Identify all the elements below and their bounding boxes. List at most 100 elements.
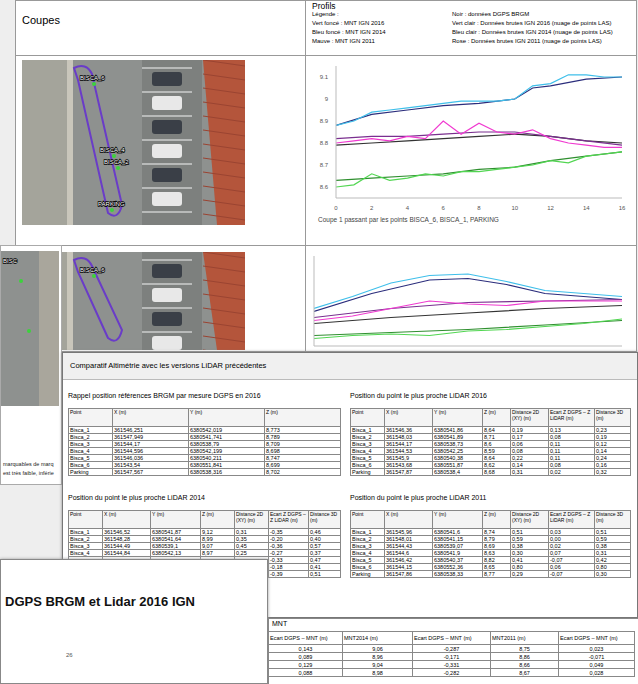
html-text:8,66: 8,66 (519, 661, 530, 668)
svg-text:16: 16 (619, 205, 626, 211)
html-text:0,088: 0,088 (298, 669, 313, 676)
html-text:Mauve : MNT IGN 2011: Mauve : MNT IGN 2011 (312, 38, 375, 44)
html-text:6380540,211: 6380540,211 (190, 455, 222, 461)
html-text:6380538,79: 6380538,79 (190, 441, 220, 447)
svg-text:BISCA_6: BISCA_6 (80, 267, 105, 273)
html-text:361546,036: 361546,036 (114, 455, 144, 461)
html-text:-0,331: -0,331 (443, 661, 460, 668)
svg-text:BISCA_6: BISCA_6 (80, 75, 105, 81)
html-text:marquables de marq: marquables de marq (3, 461, 54, 467)
html-text:8,98: 8,98 (372, 669, 383, 676)
html-text:9,04: 9,04 (372, 661, 383, 668)
html-text:Bleu foncé : MNT IGN 2014: Bleu foncé : MNT IGN 2014 (312, 29, 386, 35)
html-text:8,698: 8,698 (266, 448, 280, 454)
html-text:Ecart Z DGPS – Z LiDAR (m): Ecart Z DGPS – Z LiDAR (m) (270, 511, 306, 523)
html-text:6380542,199: 6380542,199 (190, 448, 223, 454)
svg-text:8: 8 (477, 205, 481, 211)
html-text:-0,287: -0,287 (443, 645, 460, 652)
html-text:0,023: 0,023 (589, 645, 604, 652)
html-text:361544,17: 361544,17 (114, 441, 140, 447)
html-text:Distance 2D (XY) (m): Distance 2D (XY) (m) (512, 409, 540, 421)
html-text:0,049: 0,049 (589, 661, 604, 668)
svg-text:8.9: 8.9 (320, 118, 329, 124)
svg-text:14: 14 (583, 205, 590, 211)
html-text:Position du point le plus proc: Position du point le plus proche LiDAR 2… (350, 392, 487, 399)
html-text:Coupe 1 passant par les points: Coupe 1 passant par les points BISCA_6, … (318, 216, 499, 223)
html-text:8,747: 8,747 (266, 455, 280, 461)
html-text:6380541,741: 6380541,741 (190, 434, 223, 440)
html-text:Bisca_2: Bisca_2 (70, 434, 90, 440)
html-text:Distance 3D (m): Distance 3D (m) (596, 409, 624, 421)
html-text:Bleu clair : Données brutes IG: Bleu clair : Données brutes IGN 2014 (nu… (452, 29, 613, 35)
svg-text:BISCA_4: BISCA_4 (100, 147, 125, 153)
html-text:8,773: 8,773 (266, 427, 280, 433)
html-text:Position du point le plus proc: Position du point le plus proche LiDAR 2… (350, 494, 487, 501)
svg-text:0: 0 (334, 205, 338, 211)
svg-text:BISC: BISC (3, 258, 18, 264)
svg-text:PARKING: PARKING (98, 201, 125, 207)
html-text:0,143: 0,143 (298, 645, 313, 652)
html-text:-0,282: -0,282 (443, 669, 460, 676)
html-text:Bisca_3: Bisca_3 (70, 441, 90, 447)
svg-text:8.7: 8.7 (320, 162, 329, 168)
html-text:0,129: 0,129 (298, 661, 313, 668)
html-text:Rose : Données brutes IGN 2011: Rose : Données brutes IGN 2011 (nuage de… (452, 38, 602, 44)
svg-text:BISCA_2: BISCA_2 (104, 159, 129, 165)
html-text:8,699: 8,699 (266, 462, 280, 468)
html-text:Bisca_6: Bisca_6 (70, 462, 90, 468)
html-text:est très faible, inférie: est très faible, inférie (3, 470, 54, 476)
svg-text:8.8: 8.8 (320, 140, 329, 146)
html-text:Distance 3D (m): Distance 3D (m) (596, 511, 624, 523)
html-text:Profils: Profils (312, 1, 336, 11)
html-text:6380551,841: 6380551,841 (190, 462, 223, 468)
html-text:-0,071: -0,071 (588, 653, 605, 660)
html-text:0,089: 0,089 (298, 653, 313, 660)
html-text:X (m): X (m) (114, 409, 127, 415)
html-text:Ecart Z DGPS – Z LiDAR (m): Ecart Z DGPS – Z LiDAR (m) (550, 511, 591, 523)
html-text:Distance 3D (m): Distance 3D (m) (310, 511, 338, 523)
svg-text:6: 6 (442, 205, 446, 211)
html-text:8,67: 8,67 (519, 669, 530, 676)
html-text:Distance 2D (XY) (m): Distance 2D (XY) (m) (236, 511, 264, 523)
html-text:8,709: 8,709 (266, 441, 280, 447)
html-text:Distance 2D (XY) (m): Distance 2D (XY) (m) (512, 511, 540, 523)
html-text:Parking: Parking (70, 469, 89, 475)
html-text:-0,171: -0,171 (443, 653, 460, 660)
html-text:Légende :: Légende : (312, 11, 339, 17)
svg-text:4: 4 (406, 205, 410, 211)
html-text:8,96: 8,96 (372, 653, 383, 660)
html-text:8,789: 8,789 (266, 434, 280, 440)
html-text:Ecart Z DGPS – Z LiDAR (m): Ecart Z DGPS – Z LiDAR (m) (550, 409, 591, 421)
html-text:Position du point le plus proc: Position du point le plus proche LiDAR 2… (68, 494, 205, 501)
svg-text:10: 10 (511, 205, 518, 211)
html-text:Bisca_5: Bisca_5 (70, 455, 90, 461)
html-text:9,06: 9,06 (372, 645, 383, 652)
html-text:Noir : données DGPS BRGM: Noir : données DGPS BRGM (452, 11, 530, 17)
html-text:Bisca_1: Bisca_1 (70, 427, 90, 433)
html-text:Point: Point (70, 409, 82, 415)
html-text:Vert foncé : MNT IGN 2016: Vert foncé : MNT IGN 2016 (312, 20, 385, 26)
html-text:8,75: 8,75 (519, 645, 530, 652)
html-text:8,86: 8,86 (519, 653, 530, 660)
svg-text:12: 12 (547, 205, 554, 211)
svg-text:8.6: 8.6 (320, 184, 329, 190)
html-text:Bisca_4: Bisca_4 (70, 448, 90, 454)
html-text:Y (m): Y (m) (190, 409, 203, 415)
html-text:MNT: MNT (272, 620, 288, 627)
html-text:361543,54: 361543,54 (114, 462, 140, 468)
html-text:Comparatif Altimétrie avec les: Comparatif Altimétrie avec les versions … (70, 361, 267, 370)
html-text:361547,567: 361547,567 (114, 469, 144, 475)
html-text:Z (m): Z (m) (266, 409, 278, 415)
html-text:361544,596: 361544,596 (114, 448, 144, 454)
svg-text:2: 2 (370, 205, 374, 211)
html-text:Coupes: Coupes (22, 14, 60, 26)
html-text:361546,251: 361546,251 (114, 427, 144, 433)
html-text:0,028: 0,028 (589, 669, 604, 676)
html-text:361547,949: 361547,949 (114, 434, 144, 440)
svg-text:9.1: 9.1 (320, 74, 329, 80)
html-text:Vert clair : Données brutes IG: Vert clair : Données brutes IGN 2016 (nu… (452, 20, 612, 26)
html-text:DGPS BRGM et Lidar 2016 IGN: DGPS BRGM et Lidar 2016 IGN (5, 594, 195, 609)
html-text:Rappel position références BRG: Rappel position références BRGM par mesu… (68, 392, 261, 399)
html-text:6380542,019: 6380542,019 (190, 427, 223, 433)
svg-text:9: 9 (325, 96, 329, 102)
